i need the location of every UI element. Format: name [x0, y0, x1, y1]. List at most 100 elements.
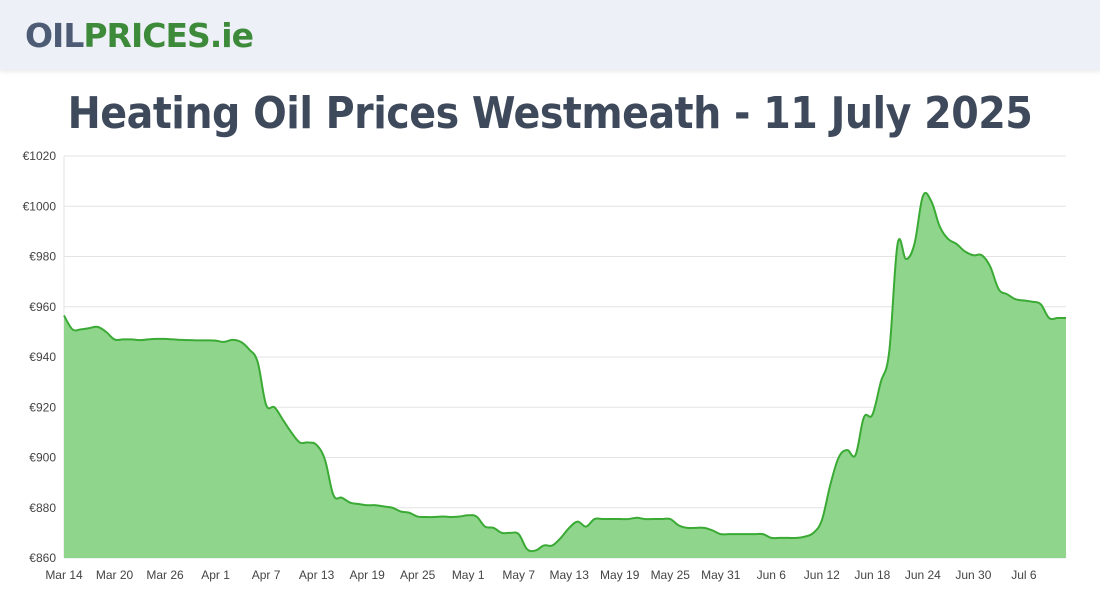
price-point[interactable] [280, 417, 286, 423]
price-point[interactable] [575, 519, 581, 525]
price-point[interactable] [650, 516, 656, 522]
price-point[interactable] [987, 264, 993, 270]
price-point[interactable] [288, 429, 294, 435]
price-point[interactable] [95, 324, 101, 330]
price-point[interactable] [911, 241, 917, 247]
price-point[interactable] [112, 336, 118, 342]
price-point[interactable] [322, 457, 328, 463]
price-point[interactable] [170, 336, 176, 342]
price-point[interactable] [154, 336, 160, 342]
price-point[interactable] [1004, 291, 1010, 297]
price-point[interactable] [213, 338, 219, 344]
price-point[interactable] [263, 402, 269, 408]
price-point[interactable] [642, 516, 648, 522]
price-point[interactable] [937, 223, 943, 229]
price-point[interactable] [566, 525, 572, 531]
price-point[interactable] [229, 337, 235, 343]
price-point[interactable] [751, 531, 757, 537]
price-point[interactable] [954, 241, 960, 247]
price-point[interactable] [625, 516, 631, 522]
price-point[interactable] [440, 514, 446, 520]
price-point[interactable] [1055, 315, 1061, 321]
price-point[interactable] [676, 522, 682, 528]
price-point[interactable] [878, 379, 884, 385]
price-point[interactable] [777, 535, 783, 541]
price-point[interactable] [465, 512, 471, 518]
price-point[interactable] [970, 252, 976, 258]
price-point[interactable] [1021, 297, 1027, 303]
price-point[interactable] [305, 439, 311, 445]
price-point[interactable] [128, 336, 134, 342]
site-logo[interactable]: OILPRICES.ie [25, 14, 254, 58]
price-point[interactable] [507, 530, 513, 536]
price-point[interactable] [246, 346, 252, 352]
price-point[interactable] [448, 514, 454, 520]
price-point[interactable] [600, 516, 606, 522]
price-point[interactable] [844, 447, 850, 453]
price-point[interactable] [962, 248, 968, 254]
price-point[interactable] [389, 505, 395, 511]
price-point[interactable] [819, 517, 825, 523]
price-point[interactable] [204, 337, 210, 343]
price-point[interactable] [591, 516, 597, 522]
price-point[interactable] [103, 329, 109, 335]
price-point[interactable] [1063, 315, 1069, 321]
price-point[interactable] [920, 193, 926, 199]
price-point[interactable] [482, 524, 488, 530]
price-point[interactable] [78, 326, 84, 332]
price-point[interactable] [406, 510, 412, 516]
price-point[interactable] [137, 337, 143, 343]
price-point[interactable] [836, 455, 842, 461]
price-point[interactable] [145, 336, 151, 342]
price-point[interactable] [869, 412, 875, 418]
price-point[interactable] [364, 502, 370, 508]
price-point[interactable] [221, 339, 227, 345]
price-point[interactable] [120, 336, 126, 342]
price-point[interactable] [979, 252, 985, 258]
price-point[interactable] [474, 514, 480, 520]
price-point[interactable] [743, 531, 749, 537]
price-point[interactable] [760, 531, 766, 537]
price-point[interactable] [608, 516, 614, 522]
price-point[interactable] [1038, 301, 1044, 307]
price-point[interactable] [499, 530, 505, 536]
price-point[interactable] [768, 535, 774, 541]
price-point[interactable] [179, 337, 185, 343]
price-point[interactable] [297, 439, 303, 445]
price-point[interactable] [634, 515, 640, 521]
price-point[interactable] [187, 337, 193, 343]
price-point[interactable] [356, 501, 362, 507]
price-point[interactable] [373, 502, 379, 508]
price-point[interactable] [1012, 296, 1018, 302]
price-point[interactable] [709, 527, 715, 533]
price-point[interactable] [431, 514, 437, 520]
price-point[interactable] [541, 542, 547, 548]
price-point[interactable] [549, 542, 555, 548]
price-point[interactable] [339, 495, 345, 501]
price-point[interactable] [785, 535, 791, 541]
price-point[interactable] [533, 547, 539, 553]
price-point[interactable] [659, 516, 665, 522]
price-point[interactable] [903, 256, 909, 262]
price-point[interactable] [852, 452, 858, 458]
price-point[interactable] [330, 492, 336, 498]
price-point[interactable] [684, 525, 690, 531]
price-point[interactable] [423, 514, 429, 520]
price-point[interactable] [802, 534, 808, 540]
price-point[interactable] [196, 337, 202, 343]
price-point[interactable] [347, 500, 353, 506]
price-point[interactable] [1046, 315, 1052, 321]
price-point[interactable] [701, 525, 707, 531]
price-point[interactable] [693, 525, 699, 531]
price-point[interactable] [86, 325, 92, 331]
price-point[interactable] [827, 482, 833, 488]
price-point[interactable] [735, 531, 741, 537]
price-point[interactable] [861, 414, 867, 420]
price-point[interactable] [516, 531, 522, 537]
price-point[interactable] [667, 516, 673, 522]
price-point[interactable] [886, 349, 892, 355]
price-point[interactable] [718, 531, 724, 537]
price-point[interactable] [895, 241, 901, 247]
price-point[interactable] [162, 336, 168, 342]
price-point[interactable] [945, 236, 951, 242]
